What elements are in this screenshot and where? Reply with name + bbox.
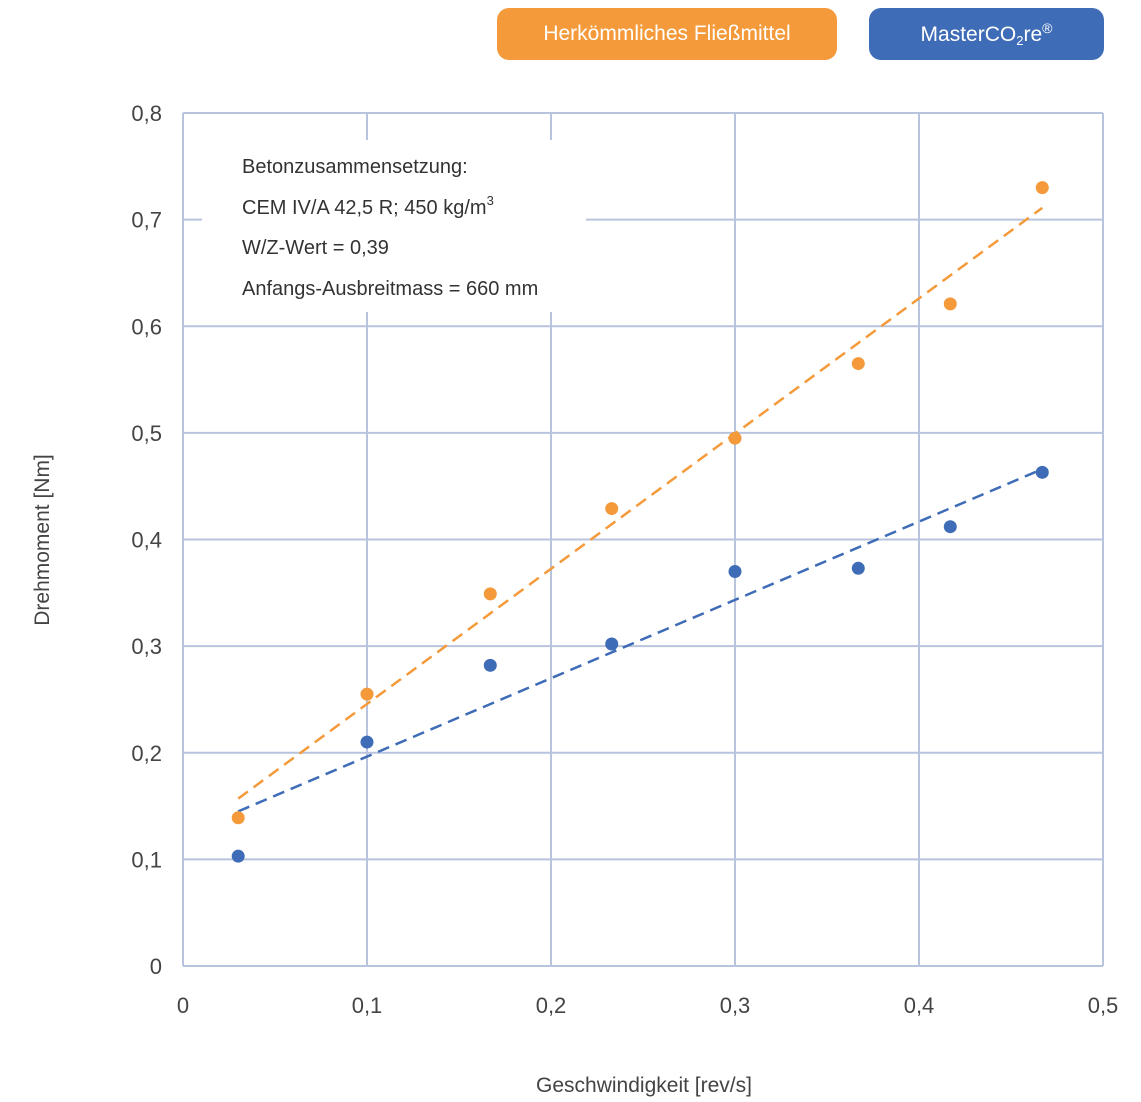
data-point-series-0 xyxy=(728,431,742,445)
y-axis-label: Drehmoment [Nm] xyxy=(31,454,54,626)
x-tick-label: 0,2 xyxy=(536,993,567,1018)
axes xyxy=(182,113,1103,967)
legend-item-masterco2re[interactable]: MasterCO2re® xyxy=(869,8,1104,60)
trendline-series-1 xyxy=(237,467,1043,813)
grid xyxy=(183,112,1104,966)
data-point-series-0 xyxy=(605,502,619,516)
annotation-line-4: Anfangs-Ausbreitmass = 660 mm xyxy=(242,278,538,300)
y-tick-label: 0,1 xyxy=(131,847,162,872)
annotation-line-1: Betonzusammensetzung: xyxy=(242,156,468,178)
data-point-series-1 xyxy=(605,637,619,651)
legend-item-herkoemmliches-fliessmittel[interactable]: Herkömmliches Fließmittel xyxy=(497,8,837,60)
x-tick-label: 0,1 xyxy=(352,993,383,1018)
data-point-series-0 xyxy=(360,687,374,701)
legend-label-herkoemmliches-fliessmittel: Herkömmliches Fließmittel xyxy=(543,22,791,45)
data-point-series-0 xyxy=(483,587,497,601)
x-tick-label: 0 xyxy=(177,993,189,1018)
x-tick-label: 0,4 xyxy=(904,993,935,1018)
legend-label-masterco2re: MasterCO2re® xyxy=(920,20,1053,48)
trendline-series-0 xyxy=(237,206,1044,800)
data-point-series-0 xyxy=(851,357,865,371)
x-axis-label: Geschwindigkeit [rev/s] xyxy=(536,1074,752,1097)
data-point-series-0 xyxy=(1035,181,1049,195)
data-point-series-1 xyxy=(483,658,497,672)
x-axis-ticks: 0 0,1 0,2 0,3 0,4 0,5 xyxy=(177,993,1118,1018)
data-point-series-0 xyxy=(943,297,957,311)
annotation-line-2: CEM IV/A 42,5 R; 450 kg/m3 xyxy=(242,193,494,219)
x-tick-label: 0,3 xyxy=(720,993,751,1018)
trendlines xyxy=(237,206,1044,813)
y-tick-label: 0 xyxy=(150,954,162,979)
data-point-series-0 xyxy=(231,811,245,825)
data-point-series-1 xyxy=(1035,465,1049,479)
data-point-series-1 xyxy=(851,561,865,575)
y-tick-label: 0,8 xyxy=(131,101,162,126)
y-tick-label: 0,3 xyxy=(131,634,162,659)
annotation-line-3: W/Z-Wert = 0,39 xyxy=(242,237,389,259)
y-axis-ticks: 0 0,1 0,2 0,3 0,4 0,5 0,6 0,7 0,8 xyxy=(131,101,162,979)
x-tick-label: 0,5 xyxy=(1088,993,1119,1018)
y-tick-label: 0,2 xyxy=(131,741,162,766)
y-tick-label: 0,6 xyxy=(131,314,162,339)
y-tick-label: 0,4 xyxy=(131,528,162,553)
y-tick-label: 0,5 xyxy=(131,421,162,446)
data-point-series-1 xyxy=(943,520,957,534)
data-point-series-1 xyxy=(231,849,245,863)
y-tick-label: 0,7 xyxy=(131,208,162,233)
data-points xyxy=(231,181,1049,863)
annotation-box xyxy=(202,140,586,312)
data-point-series-1 xyxy=(728,564,742,578)
data-point-series-1 xyxy=(360,735,374,749)
